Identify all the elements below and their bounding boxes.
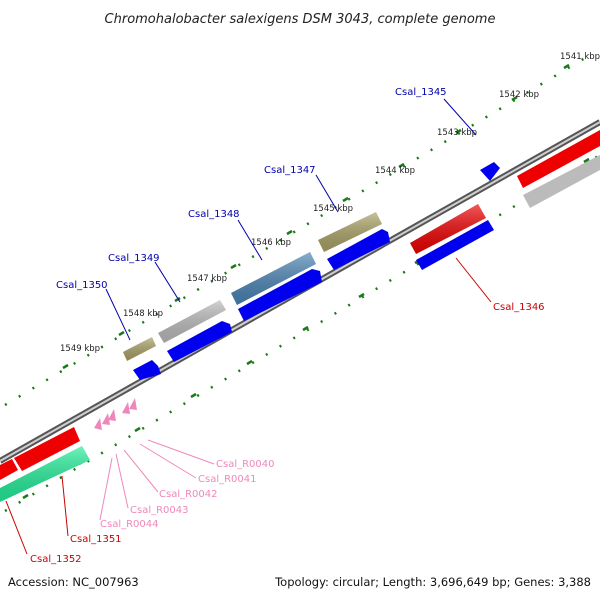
cds-blue-1346b[interactable] [416, 220, 494, 270]
shade [0, 446, 90, 502]
major-tick [511, 95, 518, 102]
reverse-gene-labels: Csal_1346 Csal_1351 Csal_1352 [5, 257, 545, 565]
gene-label[interactable]: Csal_1347 [264, 165, 316, 176]
shade [318, 212, 382, 252]
major-tick [174, 296, 181, 303]
tick-label: 1544 kbp [375, 166, 415, 176]
tick-label: 1545 kbp [313, 204, 353, 214]
major-tick [302, 325, 309, 332]
cds-blue-1345[interactable] [480, 162, 500, 181]
tick-label: 1542 kbp [499, 90, 539, 100]
rna-mark[interactable] [102, 413, 110, 425]
major-ticks [62, 63, 570, 370]
tick-label: 1546 kbp [251, 238, 291, 248]
forward-features [123, 130, 600, 380]
rna-label[interactable]: Csal_R0043 [130, 505, 189, 516]
major-tick [455, 128, 462, 135]
inner-tick-rail [4, 153, 600, 513]
tick-label: 1541 kbp [560, 52, 600, 62]
rna-mark[interactable] [108, 409, 116, 421]
accession-text: Accession: NC_007963 [8, 575, 139, 589]
rna-label[interactable]: Csal_R0042 [159, 489, 218, 500]
gene-label[interactable]: Csal_1349 [108, 253, 160, 264]
rna-label[interactable]: Csal_R0040 [216, 459, 275, 470]
outer-tick-rail [4, 56, 586, 407]
tick-label: 1549 kbp [60, 344, 100, 354]
major-tick [230, 263, 237, 270]
tick-label: 1547 kbp [187, 274, 227, 284]
forward-gene-labels: Csal_1345 Csal_1347 Csal_1348 Csal_1349 … [56, 87, 477, 341]
major-tick [398, 162, 405, 169]
rna-mark[interactable] [122, 402, 130, 414]
gene-label[interactable]: Csal_1352 [30, 554, 82, 565]
shade [158, 300, 226, 343]
shade [231, 252, 316, 305]
map-title: Chromohalobacter salexigens DSM 3043, co… [105, 12, 496, 27]
major-tick [190, 392, 197, 399]
gene-label[interactable]: Csal_1348 [188, 209, 240, 220]
rna-label[interactable]: Csal_R0044 [100, 519, 159, 530]
major-tick [342, 196, 349, 203]
major-tick [286, 229, 293, 236]
major-tick [118, 330, 125, 337]
cds-blue-a[interactable] [133, 360, 161, 380]
cds-blue-d[interactable] [327, 229, 390, 270]
major-tick [22, 493, 29, 500]
tick-labels: 1541 kbp 1542 kbp 1543 kbp 1544 kbp 1545… [60, 52, 600, 354]
tick-label: 1543 kbp [437, 128, 477, 138]
major-tick [563, 63, 570, 70]
rna-features [94, 398, 137, 430]
major-tick [583, 157, 590, 164]
shade [123, 337, 156, 361]
genome-summary-text: Topology: circular; Length: 3,696,649 bp… [274, 575, 591, 589]
inner-major-ticks [22, 157, 590, 500]
cds-red-far-right[interactable] [517, 130, 600, 188]
rna-labels: Csal_R0040 Csal_R0041 Csal_R0042 Csal_R0… [99, 439, 275, 530]
reverse-features [0, 155, 600, 502]
gene-label[interactable]: Csal_1345 [395, 87, 447, 98]
cds-gray-far-right[interactable] [523, 155, 600, 208]
gene-label[interactable]: Csal_1346 [493, 302, 545, 313]
cds-blue-c[interactable] [238, 269, 322, 321]
major-tick [246, 359, 253, 366]
cds-red-1351[interactable] [14, 427, 80, 471]
rna-mark[interactable] [129, 398, 137, 410]
rna-label[interactable]: Csal_R0041 [198, 474, 257, 485]
tick-label: 1548 kbp [123, 309, 163, 319]
cds-red-1352[interactable] [0, 459, 18, 480]
gene-label[interactable]: Csal_1351 [70, 534, 122, 545]
major-tick [62, 363, 69, 370]
gene-label[interactable]: Csal_1350 [56, 280, 108, 291]
major-tick [358, 292, 365, 299]
major-tick [134, 426, 141, 433]
rna-mark[interactable] [94, 418, 102, 430]
shade [410, 204, 486, 254]
cds-blue-b[interactable] [167, 321, 232, 362]
